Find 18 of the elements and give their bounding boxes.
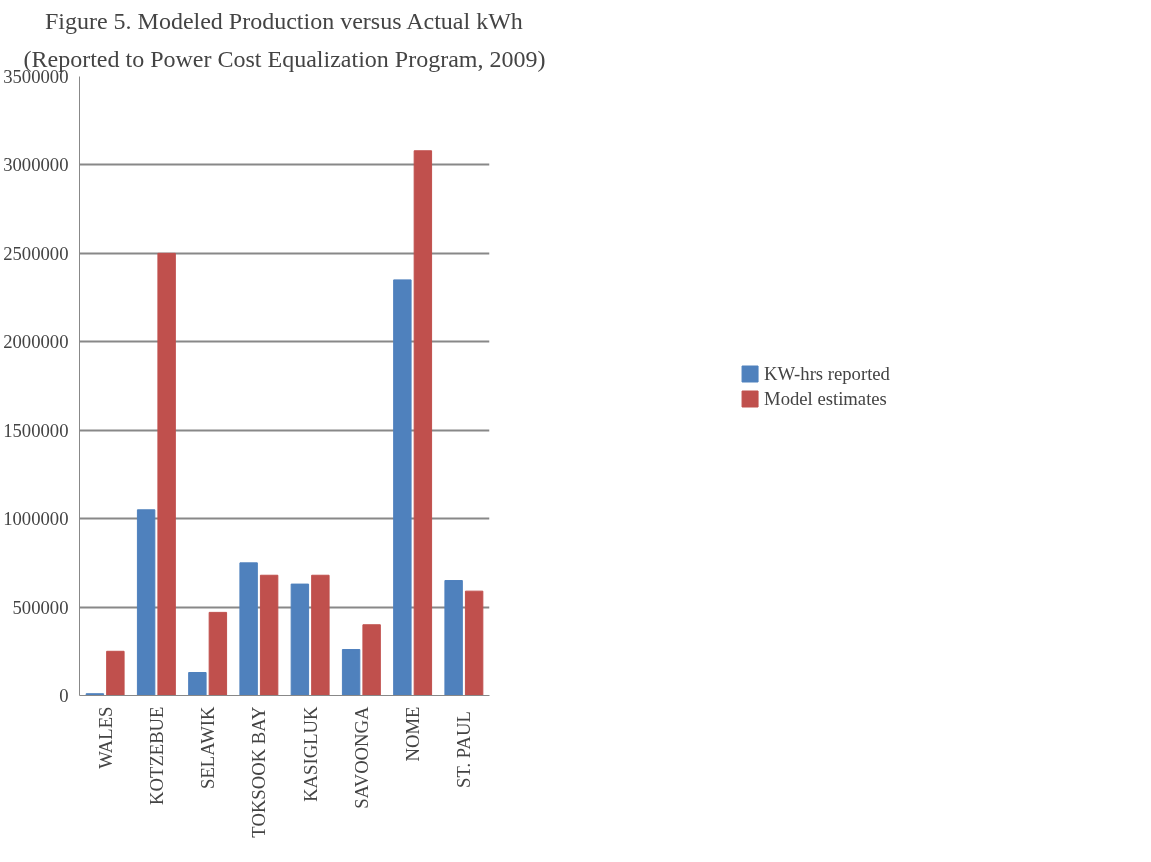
y-tick-label: 0 xyxy=(59,685,69,706)
y-tick-label: 1500000 xyxy=(3,419,69,441)
x-tick-label: WALES xyxy=(94,706,116,769)
y-tick-label: 2500000 xyxy=(3,242,69,264)
y-tick-label: 500000 xyxy=(12,596,69,618)
x-tick-label: SELAWIK xyxy=(197,705,219,789)
x-tick-label: ST. PAUL xyxy=(453,711,475,788)
legend-label: Model estimates xyxy=(764,387,887,409)
x-tick-label: SAVOONGA xyxy=(350,705,372,809)
y-tick-label: 1000000 xyxy=(3,508,69,530)
x-tick-label: KOTZEBUE xyxy=(145,706,167,805)
legend-label: KW-hrs reported xyxy=(764,362,890,384)
y-tick-label: 3000000 xyxy=(3,154,69,176)
y-tick-label: 2000000 xyxy=(3,331,69,353)
x-tick-label: NOME xyxy=(402,706,424,762)
chart-title: Figure 5. Modeled Production versus Actual kWh xyxy=(44,7,523,34)
x-tick-label: TOKSOOK BAY xyxy=(248,706,270,838)
x-tick-label: KASIGLUK xyxy=(299,705,321,802)
